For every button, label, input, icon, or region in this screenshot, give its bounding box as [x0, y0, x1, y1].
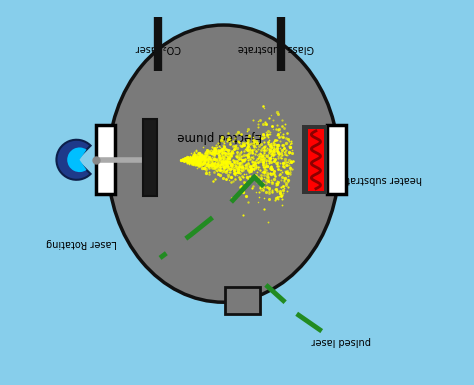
- Text: pulsed laser: pulsed laser: [311, 336, 371, 346]
- Ellipse shape: [108, 25, 339, 302]
- Bar: [302, 125, 328, 194]
- Text: Glass substrate: Glass substrate: [237, 43, 314, 53]
- Wedge shape: [56, 140, 91, 180]
- Bar: [308, 129, 324, 191]
- Bar: [97, 125, 115, 194]
- Text: CO₂ laser: CO₂ laser: [136, 43, 181, 53]
- Text: Laser Rotating: Laser Rotating: [46, 238, 117, 248]
- Wedge shape: [67, 147, 87, 172]
- Bar: [143, 119, 157, 196]
- Bar: [328, 125, 346, 194]
- Text: Ejected plume: Ejected plume: [177, 130, 262, 143]
- FancyBboxPatch shape: [226, 287, 260, 314]
- Text: heater substrate: heater substrate: [340, 174, 422, 184]
